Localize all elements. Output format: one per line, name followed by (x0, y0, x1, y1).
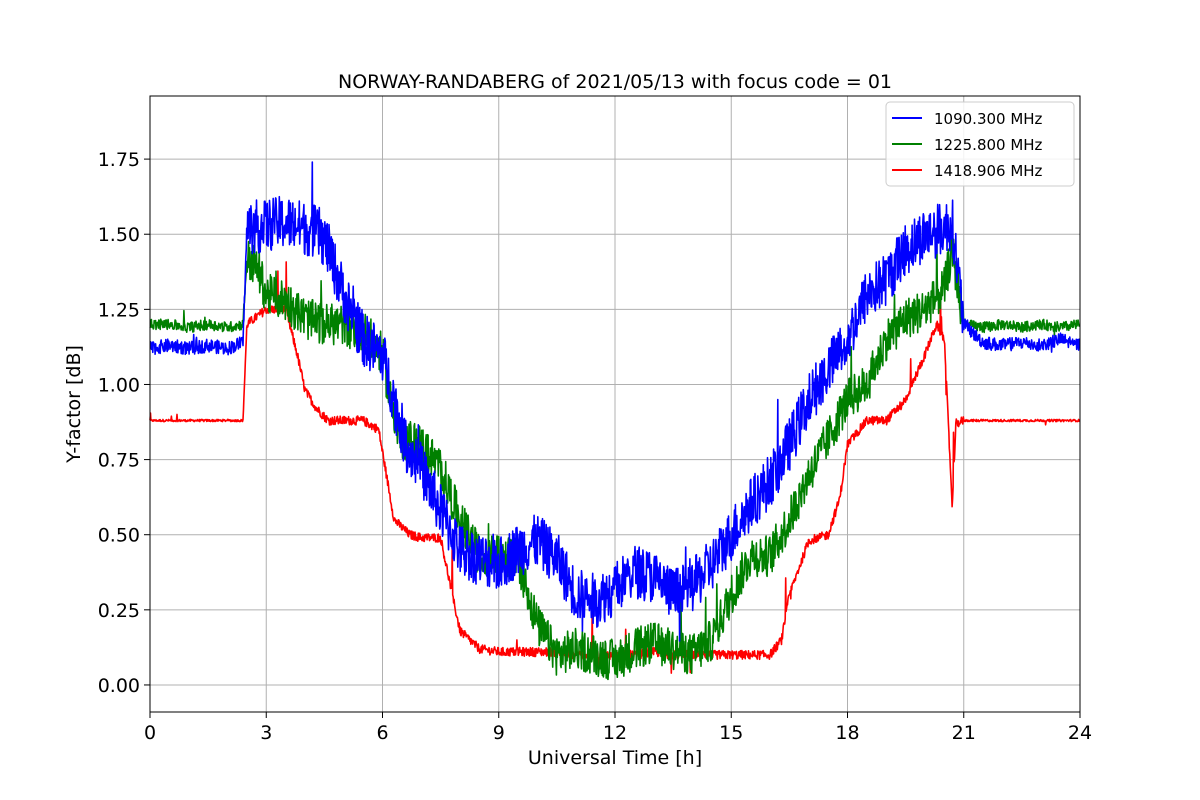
legend-label: 1090.300 MHz (934, 110, 1043, 128)
y-axis-label: Y-factor [dB] (63, 345, 85, 464)
y-tick-label: 1.50 (98, 224, 140, 246)
x-tick-label: 12 (603, 722, 627, 744)
x-tick-label: 18 (835, 722, 859, 744)
y-tick-label: 1.00 (98, 374, 140, 396)
x-tick-label: 0 (144, 722, 156, 744)
x-tick-label: 24 (1068, 722, 1092, 744)
legend-label: 1418.906 MHz (934, 162, 1043, 180)
series-layer (149, 161, 1081, 681)
series-line (149, 227, 1081, 681)
x-tick-label: 9 (493, 722, 505, 744)
y-tick-label: 0.50 (98, 525, 140, 547)
legend: 1090.300 MHz 1225.800 MHz 1418.906 MHz (885, 101, 1075, 187)
ticks: 0 3 6 9 12 15 18 21 24 0.00 0.25 0.50 0.75 1.00 1.25 1.… (98, 149, 1092, 744)
chart-title: NORWAY-RANDABERG of 2021/05/13 with focu… (338, 71, 892, 93)
legend-box (885, 101, 1075, 187)
y-tick-label: 1.75 (98, 149, 140, 171)
y-tick-label: 0.75 (98, 450, 140, 472)
y-tick-label: 0.25 (98, 600, 140, 622)
x-tick-label: 15 (719, 722, 743, 744)
series-line (149, 161, 1081, 642)
x-tick-label: 21 (952, 722, 976, 744)
y-tick-label: 1.25 (98, 299, 140, 321)
x-tick-label: 3 (260, 722, 272, 744)
legend-label: 1225.800 MHz (934, 136, 1043, 154)
x-axis-label: Universal Time [h] (528, 747, 702, 769)
x-tick-label: 6 (376, 722, 388, 744)
y-tick-label: 0.00 (98, 675, 140, 697)
